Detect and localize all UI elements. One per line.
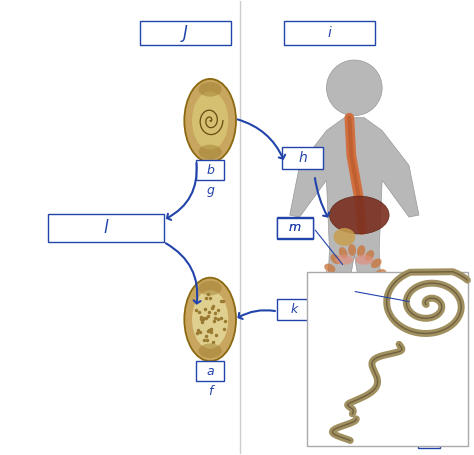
Circle shape [327, 60, 382, 116]
Text: m: m [289, 222, 301, 234]
Ellipse shape [199, 145, 222, 159]
Text: e: e [341, 287, 348, 297]
FancyBboxPatch shape [418, 430, 440, 448]
FancyBboxPatch shape [196, 161, 224, 180]
Ellipse shape [360, 273, 378, 283]
FancyBboxPatch shape [277, 217, 312, 239]
FancyBboxPatch shape [282, 147, 323, 169]
Text: l: l [103, 219, 108, 237]
Ellipse shape [336, 291, 353, 301]
Text: i: i [328, 26, 331, 40]
Text: d: d [425, 434, 432, 444]
FancyBboxPatch shape [277, 298, 312, 320]
Text: b: b [206, 164, 214, 177]
FancyBboxPatch shape [196, 361, 224, 381]
Ellipse shape [336, 255, 353, 265]
Ellipse shape [184, 79, 236, 162]
FancyBboxPatch shape [277, 218, 312, 238]
Ellipse shape [371, 258, 382, 268]
Ellipse shape [199, 281, 222, 295]
Ellipse shape [356, 299, 363, 319]
Ellipse shape [371, 301, 382, 311]
Ellipse shape [333, 228, 356, 246]
Ellipse shape [356, 291, 373, 301]
Ellipse shape [192, 290, 228, 349]
Text: h: h [298, 152, 307, 166]
Text: f: f [208, 385, 212, 399]
Ellipse shape [321, 286, 333, 294]
Text: m: m [289, 222, 301, 234]
Text: a: a [206, 364, 214, 378]
FancyBboxPatch shape [284, 21, 375, 45]
Ellipse shape [329, 196, 389, 234]
Ellipse shape [360, 308, 378, 318]
FancyBboxPatch shape [332, 283, 356, 301]
Ellipse shape [199, 344, 222, 358]
Ellipse shape [324, 297, 336, 306]
Ellipse shape [199, 82, 222, 96]
FancyBboxPatch shape [47, 214, 164, 242]
Ellipse shape [376, 281, 388, 288]
PathPatch shape [290, 118, 419, 379]
Ellipse shape [357, 313, 365, 324]
Ellipse shape [357, 245, 365, 257]
FancyBboxPatch shape [307, 272, 468, 445]
Text: J: J [183, 24, 188, 42]
Ellipse shape [330, 305, 340, 315]
Ellipse shape [376, 281, 388, 288]
Ellipse shape [365, 308, 374, 319]
Ellipse shape [365, 250, 374, 261]
Ellipse shape [348, 244, 356, 256]
FancyBboxPatch shape [139, 21, 231, 45]
Ellipse shape [339, 247, 347, 258]
Ellipse shape [340, 308, 358, 318]
Text: c: c [366, 348, 373, 361]
Ellipse shape [339, 311, 347, 322]
Ellipse shape [348, 313, 356, 325]
Ellipse shape [340, 273, 358, 283]
Text: g: g [206, 184, 214, 197]
Ellipse shape [324, 263, 336, 273]
Text: k: k [291, 303, 298, 316]
Ellipse shape [356, 255, 373, 265]
Ellipse shape [375, 292, 386, 300]
Ellipse shape [192, 91, 228, 150]
Ellipse shape [321, 275, 333, 283]
FancyBboxPatch shape [350, 343, 388, 365]
Ellipse shape [184, 278, 236, 361]
Ellipse shape [375, 269, 386, 278]
Ellipse shape [330, 254, 340, 264]
